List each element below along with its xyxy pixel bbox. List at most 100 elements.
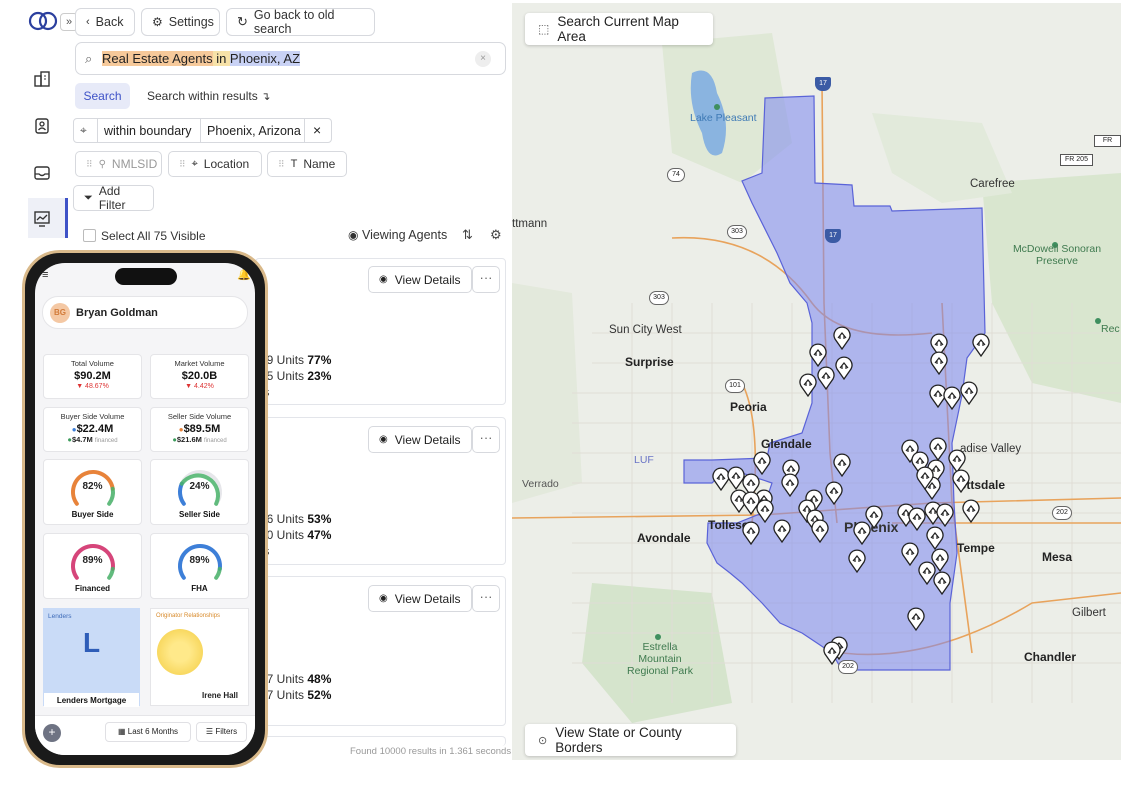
old-search-button[interactable]: ↻ Go back to old search: [226, 8, 375, 36]
bell-icon[interactable]: 🔔: [237, 269, 251, 281]
viewing-agents-toggle[interactable]: ◉ Viewing Agents: [348, 228, 448, 242]
agent-map-pin[interactable]: [741, 521, 761, 545]
filter-name[interactable]: ⠿ T Name: [267, 151, 347, 177]
filter-nmlsid[interactable]: ⠿ ⚲ NMLSID: [75, 151, 162, 177]
view-details-button[interactable]: ◉ View Details: [368, 266, 472, 293]
agent-map-pin[interactable]: [864, 505, 884, 529]
agent-map-pin[interactable]: [907, 507, 927, 531]
agent-map-pin[interactable]: [929, 333, 949, 357]
buildings-icon[interactable]: [30, 67, 54, 91]
agent-map-pin[interactable]: [798, 373, 818, 397]
view-borders-button[interactable]: ⊙ View State or County Borders: [525, 724, 736, 756]
agent-map-pin[interactable]: [900, 439, 920, 463]
inbox-icon[interactable]: [30, 161, 54, 185]
agent-map-pin[interactable]: [900, 542, 920, 566]
agent-map-pin[interactable]: [917, 561, 937, 585]
map-view[interactable]: 17 17 74 303 303 101 202 202 FR FR 205 L…: [512, 3, 1121, 760]
agent-map-pin[interactable]: [726, 466, 746, 490]
search-tab[interactable]: Search: [75, 83, 130, 109]
agent-map-pin[interactable]: [816, 366, 836, 390]
agent-map-pin[interactable]: [915, 466, 935, 490]
more-options-button[interactable]: ···: [472, 266, 500, 293]
agent-map-pin[interactable]: [928, 437, 948, 461]
select-all-checkbox[interactable]: [83, 229, 96, 242]
agent-map-pin[interactable]: [852, 521, 872, 545]
lenders-card[interactable]: Lenders L Lenders Mortgage: [43, 608, 140, 707]
more-options-button[interactable]: ···: [472, 426, 500, 453]
sort-icon[interactable]: ⇅: [462, 227, 473, 242]
agent-map-pin[interactable]: [929, 351, 949, 375]
date-range-button[interactable]: ▦ Last 6 Months: [105, 722, 191, 742]
agent-map-pin[interactable]: [772, 519, 792, 543]
agent-map-pin[interactable]: [951, 469, 971, 493]
view-details-button[interactable]: ◉ View Details: [368, 585, 472, 612]
contacts-icon[interactable]: [30, 114, 54, 138]
eye-icon: ◉: [379, 274, 388, 285]
agent-map-pin[interactable]: [971, 333, 991, 357]
agent-map-pin[interactable]: [906, 607, 926, 631]
originator-card[interactable]: Originator Relationships Irene Hall: [150, 608, 249, 706]
agent-map-pin[interactable]: [935, 503, 955, 527]
agent-map-pin[interactable]: [755, 499, 775, 523]
search-input[interactable]: ⌕ Real Estate Agents in Phoenix, AZ ×: [75, 42, 506, 75]
total-volume-card[interactable]: Total Volume $90.2M ▼ 48.67%: [43, 354, 142, 399]
add-filter-button[interactable]: ⏷ Add Filter: [73, 184, 154, 212]
agent-map-pin[interactable]: [925, 526, 945, 550]
back-button[interactable]: ‹ Back: [75, 8, 135, 36]
agent-map-pin[interactable]: [910, 451, 930, 475]
filter-location[interactable]: ⠿ ⌖ Location: [168, 151, 262, 177]
agent-map-pin[interactable]: [932, 571, 952, 595]
agent-map-pin[interactable]: [930, 548, 950, 572]
search-within-results[interactable]: Search within results ↴: [147, 89, 271, 103]
column-settings-icon[interactable]: ⚙: [490, 227, 502, 242]
more-options-button[interactable]: ···: [472, 585, 500, 612]
agent-map-pin[interactable]: [781, 459, 801, 483]
agent-map-pin[interactable]: [810, 519, 830, 543]
app-logo[interactable]: [28, 10, 58, 32]
agent-map-pin[interactable]: [741, 473, 761, 497]
agent-map-pin[interactable]: [780, 473, 800, 497]
boundary-filter[interactable]: ⌖ within boundary Phoenix, Arizona ×: [73, 118, 332, 143]
agent-map-pin[interactable]: [808, 343, 828, 367]
phone-screen: ≡ 🔔 BG Bryan Goldman Total Volume $90.2M…: [35, 263, 255, 755]
gauge-label: Buyer Side: [71, 510, 114, 519]
search-map-area-button[interactable]: ⬚ Search Current Map Area: [525, 13, 713, 45]
analytics-icon[interactable]: [30, 207, 54, 231]
gauge-seller-side[interactable]: 24% Seller Side: [150, 459, 249, 525]
remove-boundary-icon[interactable]: ×: [313, 122, 322, 138]
agent-map-pin[interactable]: [961, 499, 981, 523]
agent-map-pin[interactable]: [824, 481, 844, 505]
user-card[interactable]: BG Bryan Goldman: [42, 296, 248, 329]
agent-map-pin[interactable]: [947, 449, 967, 473]
agent-map-pin[interactable]: [942, 386, 962, 410]
result-card[interactable]: ◉ View Details ··· 17 Units 48% 97 Units …: [255, 576, 506, 726]
text-icon: T: [290, 158, 298, 170]
result-card[interactable]: [255, 736, 506, 746]
market-volume-card[interactable]: Market Volume $20.0B ▼ 4.42%: [150, 354, 249, 399]
agent-map-pin[interactable]: [847, 549, 867, 573]
result-card[interactable]: ◉ View Details ··· 36 Units 53% 10 Units …: [255, 417, 506, 565]
drag-handle-icon: ⠿: [86, 158, 93, 169]
add-icon[interactable]: +: [43, 724, 61, 742]
view-details-button[interactable]: ◉ View Details: [368, 426, 472, 453]
agent-map-pin[interactable]: [752, 451, 772, 475]
gauge-buyer-side[interactable]: 82% Buyer Side: [43, 459, 142, 525]
map-canvas[interactable]: [512, 3, 1121, 760]
agent-map-pin[interactable]: [834, 356, 854, 380]
agent-map-pin[interactable]: [959, 381, 979, 405]
menu-icon[interactable]: ≡: [42, 269, 49, 281]
buyer-volume-card[interactable]: Buyer Side Volume ●$22.4M ●$4.7M finance…: [43, 407, 142, 452]
agent-map-pin[interactable]: [832, 453, 852, 477]
filters-button[interactable]: ☰ Filters: [196, 722, 247, 742]
agent-map-pin[interactable]: [832, 326, 852, 350]
result-card[interactable]: ◉View Details ··· s 19 Units 77% 25 Unit…: [255, 258, 506, 405]
agent-map-pin[interactable]: [822, 641, 842, 665]
agent-map-pin[interactable]: [741, 491, 761, 515]
settings-button[interactable]: ⚙ Settings: [141, 8, 220, 36]
clear-icon[interactable]: ×: [475, 51, 491, 67]
gauge-financed[interactable]: 89% Financed: [43, 533, 142, 599]
gauge-fha[interactable]: 89% FHA: [150, 533, 249, 599]
seller-volume-card[interactable]: Seller Side Volume ●$89.5M ●$21.6M finan…: [150, 407, 249, 452]
agent-map-pin[interactable]: [926, 459, 946, 483]
route-101-shield: 101: [725, 379, 745, 393]
